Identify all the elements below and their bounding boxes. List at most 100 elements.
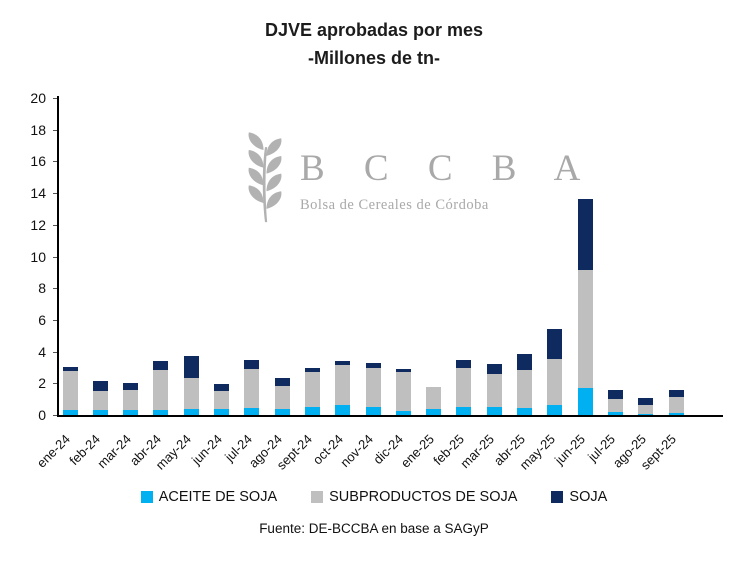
bar-segment-subproductos-de-soja-mar-25 bbox=[486, 373, 502, 408]
y-axis-tick bbox=[53, 193, 57, 195]
bar-segment-subproductos-de-soja-feb-24 bbox=[92, 391, 108, 411]
y-axis-label: 10 bbox=[30, 248, 46, 265]
y-axis-tick bbox=[53, 256, 57, 258]
bar-segment-soja-jun-24 bbox=[214, 384, 229, 392]
y-axis-tick bbox=[53, 161, 57, 163]
bar-segment-soja-sept-24 bbox=[304, 368, 320, 373]
bar-segment-aceite-de-soja-jul-24 bbox=[244, 407, 260, 415]
bar-segment-soja-may-24 bbox=[183, 356, 199, 378]
bar-segment-subproductos-de-soja-sept-24 bbox=[304, 372, 320, 408]
bar-segment-soja-jul-24 bbox=[244, 360, 260, 370]
legend: ACEITE DE SOJA SUBPRODUCTOS DE SOJA SOJA bbox=[0, 489, 748, 505]
y-axis-label: 16 bbox=[30, 153, 46, 170]
bar-segment-subproductos-de-soja-jun-24 bbox=[214, 391, 229, 410]
y-axis-tick bbox=[53, 129, 57, 131]
bar-segment-soja-dic-24 bbox=[395, 369, 411, 373]
chart-title-line1: DJVE aprobadas por mes bbox=[264, 20, 484, 40]
bar-segment-soja-jul-25 bbox=[607, 390, 623, 400]
bar-segment-soja-abr-25 bbox=[517, 353, 532, 370]
source-note: Fuente: DE-BCCBA en base a SAGyP bbox=[259, 521, 489, 536]
bar-segment-aceite-de-soja-feb-24 bbox=[92, 410, 108, 415]
bar-segment-subproductos-de-soja-nov-24 bbox=[365, 368, 381, 408]
bar-segment-subproductos-de-soja-may-25 bbox=[547, 358, 563, 406]
bar-segment-soja-ago-24 bbox=[274, 377, 290, 386]
bar-segment-aceite-de-soja-may-24 bbox=[183, 409, 199, 415]
bar-segment-soja-abr-24 bbox=[153, 361, 169, 370]
bar-segment-soja-may-25 bbox=[547, 329, 563, 359]
bar-segment-aceite-de-soja-ene-25 bbox=[426, 408, 442, 415]
legend-item-soja: SOJA bbox=[551, 489, 607, 505]
chart-title: DJVE aprobadas por mes -Millones de tn- bbox=[0, 16, 748, 72]
bar-segment-aceite-de-soja-nov-24 bbox=[365, 407, 381, 415]
y-axis-label: 6 bbox=[38, 311, 46, 328]
bar-segment-aceite-de-soja-jul-25 bbox=[607, 411, 623, 415]
bar-segment-subproductos-de-soja-jul-24 bbox=[244, 369, 260, 408]
bar-segment-aceite-de-soja-abr-25 bbox=[517, 407, 532, 415]
bar-segment-aceite-de-soja-abr-24 bbox=[153, 410, 169, 415]
bar-segment-subproductos-de-soja-ene-24 bbox=[62, 371, 78, 411]
y-axis-tick bbox=[53, 224, 57, 226]
bar-segment-aceite-de-soja-sept-25 bbox=[668, 412, 684, 415]
bar-segment-aceite-de-soja-ago-24 bbox=[274, 409, 290, 415]
y-axis-label: 8 bbox=[38, 280, 46, 297]
y-axis-label: 20 bbox=[30, 90, 46, 106]
bar-segment-aceite-de-soja-feb-25 bbox=[456, 407, 472, 415]
y-axis-label: 2 bbox=[38, 375, 46, 392]
bar-segment-soja-mar-25 bbox=[486, 364, 502, 374]
bar-segment-aceite-de-soja-mar-25 bbox=[486, 407, 502, 415]
y-axis-label: 12 bbox=[30, 216, 46, 233]
bar-segment-subproductos-de-soja-sept-25 bbox=[668, 396, 684, 413]
bar-segment-soja-jun-25 bbox=[577, 199, 593, 270]
bar-segment-soja-nov-24 bbox=[365, 363, 381, 369]
bar-segment-aceite-de-soja-mar-24 bbox=[123, 410, 139, 415]
chart-title-line2: -Millones de tn- bbox=[308, 48, 440, 68]
y-axis-line bbox=[57, 96, 59, 415]
bar-segment-subproductos-de-soja-ago-25 bbox=[638, 405, 654, 415]
bar-segment-soja-feb-24 bbox=[92, 380, 108, 392]
bar-segment-subproductos-de-soja-jun-25 bbox=[577, 269, 593, 389]
y-axis-label: 0 bbox=[38, 407, 46, 423]
bar-segment-aceite-de-soja-sept-24 bbox=[304, 407, 320, 415]
bar-segment-subproductos-de-soja-dic-24 bbox=[395, 372, 411, 412]
legend-item-subproductos-de-soja: SUBPRODUCTOS DE SOJA bbox=[311, 489, 517, 505]
legend-label-aceite-de-soja: ACEITE DE SOJA bbox=[158, 489, 278, 505]
bar-segment-aceite-de-soja-may-25 bbox=[547, 405, 563, 415]
y-axis-tick bbox=[53, 383, 57, 385]
bar-segment-subproductos-de-soja-abr-24 bbox=[153, 369, 169, 411]
legend-swatch-aceite-de-soja bbox=[140, 491, 153, 503]
y-axis-tick bbox=[53, 351, 57, 353]
legend-swatch-soja bbox=[551, 491, 564, 503]
bar-segment-subproductos-de-soja-oct-24 bbox=[335, 365, 351, 405]
y-axis-tick bbox=[53, 319, 57, 321]
bar-segment-soja-mar-24 bbox=[123, 382, 139, 390]
x-axis-line bbox=[57, 415, 723, 417]
bar-segment-soja-oct-24 bbox=[335, 361, 351, 366]
bar-segment-subproductos-de-soja-ene-25 bbox=[426, 387, 442, 409]
y-axis-label: 14 bbox=[30, 185, 46, 202]
bar-segment-soja-sept-25 bbox=[668, 389, 684, 397]
legend-label-soja: SOJA bbox=[569, 489, 608, 505]
y-axis-tick bbox=[53, 415, 57, 416]
legend-label-subproductos-de-soja: SUBPRODUCTOS DE SOJA bbox=[329, 489, 518, 505]
bar-segment-subproductos-de-soja-ago-24 bbox=[274, 385, 290, 410]
bar-segment-aceite-de-soja-ene-24 bbox=[62, 410, 78, 415]
bar-segment-aceite-de-soja-ago-25 bbox=[638, 414, 654, 415]
bar-segment-subproductos-de-soja-may-24 bbox=[183, 377, 199, 410]
bar-segment-subproductos-de-soja-mar-24 bbox=[123, 389, 139, 411]
bar-segment-aceite-de-soja-oct-24 bbox=[335, 404, 351, 415]
bar-segment-subproductos-de-soja-abr-25 bbox=[517, 369, 532, 408]
bar-segment-aceite-de-soja-jun-24 bbox=[214, 409, 229, 415]
bar-segment-aceite-de-soja-dic-24 bbox=[395, 411, 411, 415]
bar-segment-subproductos-de-soja-jul-25 bbox=[607, 399, 623, 412]
bar-segment-soja-feb-25 bbox=[456, 360, 472, 369]
y-axis-tick bbox=[53, 288, 57, 290]
y-axis-label: 4 bbox=[38, 343, 46, 360]
legend-swatch-subproductos-de-soja bbox=[311, 491, 324, 503]
y-axis-label: 18 bbox=[30, 121, 46, 138]
bar-segment-aceite-de-soja-jun-25 bbox=[577, 388, 593, 415]
bar-segment-subproductos-de-soja-feb-25 bbox=[456, 368, 472, 408]
bar-segment-soja-ago-25 bbox=[638, 397, 654, 406]
y-axis-tick bbox=[53, 98, 57, 99]
